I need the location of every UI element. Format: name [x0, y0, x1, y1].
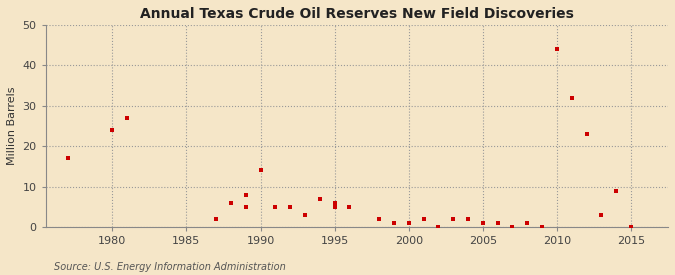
Point: [522, 221, 533, 225]
Point: [611, 188, 622, 193]
Point: [270, 205, 281, 209]
Point: [596, 213, 607, 217]
Point: [566, 95, 577, 100]
Point: [255, 168, 266, 173]
Point: [551, 47, 562, 51]
Point: [581, 132, 592, 136]
Point: [492, 221, 503, 225]
Point: [389, 221, 400, 225]
Point: [433, 225, 443, 229]
Point: [300, 213, 310, 217]
Point: [211, 217, 221, 221]
Point: [462, 217, 473, 221]
Point: [404, 221, 414, 225]
Point: [240, 205, 251, 209]
Point: [626, 225, 637, 229]
Point: [315, 197, 325, 201]
Text: Source: U.S. Energy Information Administration: Source: U.S. Energy Information Administ…: [54, 262, 286, 272]
Point: [329, 205, 340, 209]
Y-axis label: Million Barrels: Million Barrels: [7, 87, 17, 165]
Point: [537, 225, 547, 229]
Point: [344, 205, 355, 209]
Point: [63, 156, 74, 161]
Point: [477, 221, 488, 225]
Point: [374, 217, 385, 221]
Point: [507, 225, 518, 229]
Point: [418, 217, 429, 221]
Point: [315, 197, 325, 201]
Point: [329, 200, 340, 205]
Point: [107, 128, 117, 132]
Title: Annual Texas Crude Oil Reserves New Field Discoveries: Annual Texas Crude Oil Reserves New Fiel…: [140, 7, 574, 21]
Point: [225, 200, 236, 205]
Point: [240, 192, 251, 197]
Point: [285, 205, 296, 209]
Point: [448, 217, 458, 221]
Point: [122, 116, 132, 120]
